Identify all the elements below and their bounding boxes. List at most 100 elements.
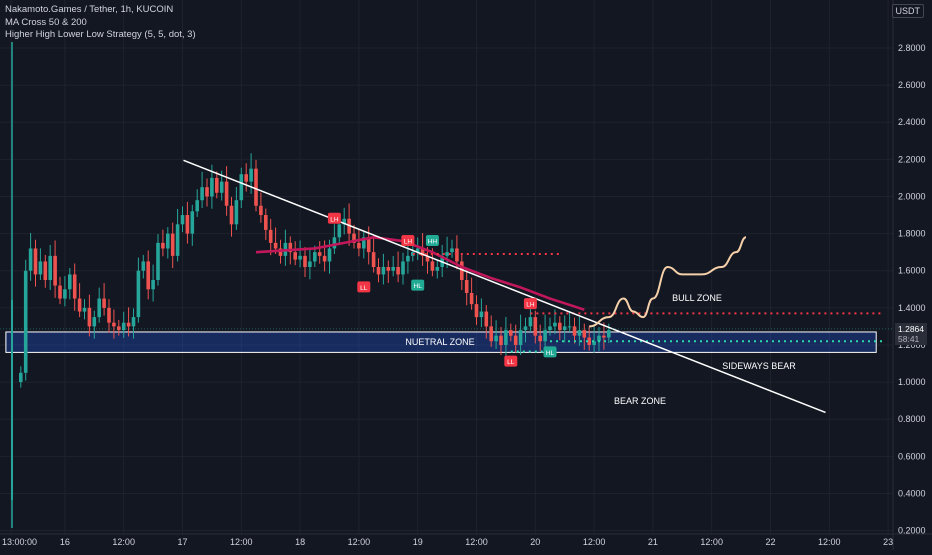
indicator-hhll-strategy[interactable]: Higher High Lower Low Strategy (5, 5, do… (5, 29, 196, 40)
neutral-zone-label: NUETRAL ZONE (405, 337, 474, 347)
candle-body (435, 267, 440, 271)
candle-body (592, 341, 596, 345)
candle-body (77, 298, 82, 312)
candle-body (185, 215, 190, 234)
candle-body (19, 372, 23, 383)
candle-body (455, 248, 459, 262)
candle-body (479, 311, 484, 318)
candle-body (445, 252, 449, 256)
y-tick-label: 1.0000 (898, 377, 926, 387)
candle-body (371, 252, 376, 268)
candle-body (562, 326, 567, 331)
candle-body (582, 330, 587, 338)
currency-button[interactable]: USDT (891, 4, 924, 18)
candle-body (572, 326, 577, 336)
candle-body (597, 335, 601, 342)
candle-body (131, 317, 136, 327)
candle-body (161, 242, 165, 249)
last-price-tag: 1.2864 58:41 (895, 323, 927, 345)
swing-label-text: LH (526, 302, 535, 309)
y-tick-label: 2.2000 (898, 154, 926, 164)
zone-annotation: BULL ZONE (672, 293, 722, 303)
x-tick-label: 17 (177, 537, 187, 547)
x-tick-label: 16 (60, 537, 70, 547)
x-tick-label: 12:00 (465, 537, 488, 547)
candle-body (288, 242, 293, 253)
candle-body (381, 267, 386, 275)
x-tick-label: 13:00:00 (2, 537, 37, 547)
candle-body (219, 181, 224, 193)
candle-body (484, 311, 489, 327)
candle-body (499, 335, 503, 345)
candle-body (58, 285, 62, 299)
candle-body (239, 174, 244, 201)
candle-body (460, 261, 464, 280)
swing-label-text: HH (428, 239, 438, 246)
candle-body (205, 187, 209, 197)
zone-annotation: BEAR ZONE (614, 396, 666, 406)
candle-body (175, 224, 180, 256)
candle-body (523, 326, 528, 331)
y-tick-label: 2.6000 (898, 80, 926, 90)
candle-body (254, 168, 258, 206)
ma-line (255, 236, 585, 311)
candle-body (298, 255, 302, 260)
y-tick-label: 1.8000 (898, 229, 926, 239)
candle-body (406, 255, 410, 262)
candle-body (234, 200, 239, 225)
candle-body (513, 335, 518, 345)
candle-body (195, 200, 199, 212)
x-tick-label: 12:00 (583, 537, 606, 547)
candle-body (342, 218, 346, 225)
y-tick-label: 0.8000 (898, 414, 926, 424)
candle-body (391, 267, 395, 271)
candle-body (543, 330, 547, 342)
candle-body (362, 237, 366, 249)
candle-body (494, 335, 498, 342)
candle-body (327, 248, 332, 262)
candle-body (92, 317, 97, 327)
y-tick-label: 2.8000 (898, 43, 926, 53)
candle-body (259, 205, 263, 216)
candle-body (156, 242, 160, 280)
indicator-ma-cross[interactable]: MA Cross 50 & 200 (5, 16, 87, 28)
candle-body (166, 233, 170, 249)
candle-body (87, 307, 92, 327)
candle-body (602, 335, 606, 338)
candle-body (53, 255, 57, 286)
swing-label-box (543, 346, 557, 358)
candle-body (607, 330, 611, 338)
swing-label-text: LL (507, 359, 515, 366)
candle-body (68, 274, 72, 290)
chart-legend: Nakamoto.Games / Tether, 1h, KUCOIN MA C… (5, 4, 196, 42)
swing-label-text: HL (546, 350, 555, 357)
candle-body (215, 177, 219, 193)
candle-body (337, 224, 342, 238)
candle-body (538, 335, 542, 342)
candle-body (401, 261, 405, 275)
y-tick-label: 2.0000 (898, 191, 926, 201)
swing-label-lh: LH (523, 298, 537, 310)
swing-label-text: LH (330, 216, 339, 223)
candle-body (558, 322, 562, 331)
symbol-title[interactable]: Nakamoto.Games / Tether, 1h, KUCOIN (5, 4, 174, 15)
x-tick-label: 12:00 (348, 537, 371, 547)
x-tick-label: 12:00 (818, 537, 841, 547)
descending-trendline (183, 159, 826, 414)
candle-body (126, 322, 131, 327)
swing-label-box (327, 212, 341, 224)
candle-body (317, 252, 322, 256)
candle-body (224, 181, 229, 206)
candle-body (136, 270, 141, 318)
candle-body (308, 261, 312, 268)
candle-body (200, 187, 204, 201)
swing-label-lh: LH (401, 235, 415, 247)
candle-body (180, 215, 185, 225)
y-tick-label: 0.4000 (898, 488, 926, 498)
candle-body (82, 307, 87, 312)
candle-body (474, 304, 479, 318)
candle-body (151, 280, 155, 290)
